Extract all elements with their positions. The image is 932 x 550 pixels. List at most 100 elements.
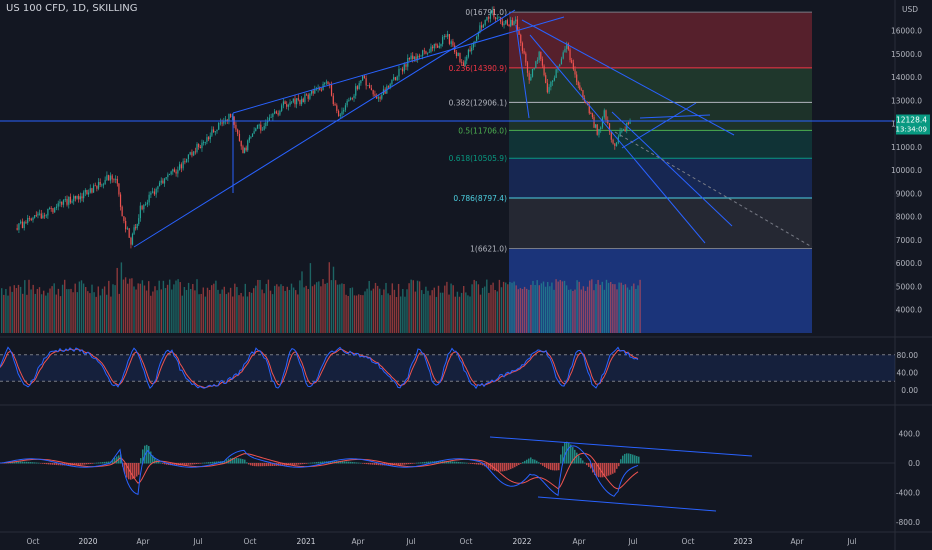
volume-bar (38, 287, 41, 333)
stoch-axis-tick: 0.00 (901, 386, 918, 395)
volume-bar (412, 280, 414, 333)
candle-body (83, 192, 85, 199)
macd-hist-bar (576, 452, 578, 464)
candle-body (204, 141, 206, 143)
candle-body (353, 95, 355, 98)
volume-bar (34, 293, 36, 333)
candle-body (555, 69, 557, 78)
candle-body (598, 129, 600, 135)
candle-body (128, 228, 130, 238)
volume-bar (364, 291, 366, 333)
macd-hist-bar (256, 463, 258, 467)
candle-body (472, 43, 474, 48)
volume-bar (351, 287, 354, 333)
candle-body (336, 105, 338, 111)
macd-hist-bar (426, 461, 428, 464)
candle-body (605, 110, 607, 120)
macd-hist-bar (300, 463, 302, 465)
candle-body (626, 122, 628, 131)
candle-body (403, 64, 405, 72)
volume-bar (171, 289, 173, 333)
candles (16, 6, 631, 249)
volume-bar (59, 296, 62, 333)
candle-body (86, 190, 88, 195)
candle-body (314, 88, 316, 94)
volume-bar (635, 288, 637, 333)
candle-body (145, 204, 147, 206)
candle-body (590, 113, 592, 115)
candle-body (211, 129, 213, 136)
volume-bar (15, 288, 18, 333)
volume-bar (276, 284, 278, 333)
macd-hist-bar (112, 459, 114, 464)
candle-body (196, 144, 198, 153)
candle-body (553, 77, 555, 81)
volume-bar (586, 286, 589, 333)
volume-bar (515, 285, 517, 333)
macd-hist-bar (68, 463, 70, 466)
volume-bar (5, 289, 7, 333)
macd-hist-bar (554, 463, 556, 471)
candle-body (219, 122, 222, 124)
candle-body (23, 222, 25, 229)
candle-body (442, 36, 444, 45)
macd-hist-bar (462, 462, 464, 464)
macd-hist-bar (622, 455, 624, 464)
macd-hist-bar (416, 462, 418, 464)
volume-bar (82, 283, 85, 333)
volume-bar (509, 281, 511, 333)
macd-hist-bar (350, 461, 352, 464)
price-axis-tick: 6000.0 (896, 259, 922, 268)
volume-bar (628, 289, 631, 333)
candle-body (443, 36, 445, 37)
candle-body (157, 186, 159, 189)
macd-hist-bar (234, 457, 236, 464)
macd-hist-bar (374, 463, 376, 465)
macd-hist-bar (370, 463, 372, 465)
volume-bar (431, 290, 433, 333)
macd-hist-bar (398, 463, 400, 466)
candle-body (292, 98, 294, 102)
candle-body (571, 60, 573, 63)
volume-bar (122, 279, 125, 333)
volume-bar (389, 295, 391, 333)
candle-body (260, 124, 262, 131)
volume-bar (87, 291, 89, 333)
macd-hist-bar (546, 463, 548, 469)
volume-bar (154, 286, 156, 333)
candle-body (417, 55, 419, 60)
macd-hist-bar (616, 463, 618, 469)
macd-hist-bar (310, 462, 312, 464)
macd-hist-bar (294, 463, 296, 465)
candle-body (198, 144, 200, 147)
macd-axis-tick: -800.0 (896, 518, 920, 527)
volume-bar (187, 282, 190, 333)
candle-body (296, 98, 298, 105)
macd-hist-bar (344, 461, 346, 464)
volume-bar (278, 286, 280, 333)
volume-bar (11, 291, 13, 333)
macd-hist-bar (254, 463, 256, 467)
macd-hist-bar (152, 455, 154, 464)
macd-hist-bar (610, 463, 612, 475)
macd-hist-bar (92, 463, 94, 464)
macd-hist-bar (248, 463, 250, 465)
macd-hist-bar (324, 461, 326, 464)
macd-hist-bar (558, 463, 560, 471)
volume-bar (517, 289, 519, 333)
volume-bar (345, 294, 347, 333)
macd-hist-bar (114, 457, 116, 464)
candle-body (305, 94, 308, 96)
candle-body (282, 101, 285, 106)
current-price-label: 12128.4 (896, 116, 927, 125)
candle-body (400, 68, 402, 70)
fib-level-label: 0(16791.0) (465, 8, 507, 17)
volume-bar (280, 284, 282, 333)
candle-body (505, 20, 507, 24)
candle-body (61, 201, 63, 205)
candle-body (432, 46, 434, 49)
fib-level-label: 0.382(12906.1) (449, 98, 507, 107)
volume-bar (286, 286, 288, 333)
volume-bar (89, 293, 91, 333)
